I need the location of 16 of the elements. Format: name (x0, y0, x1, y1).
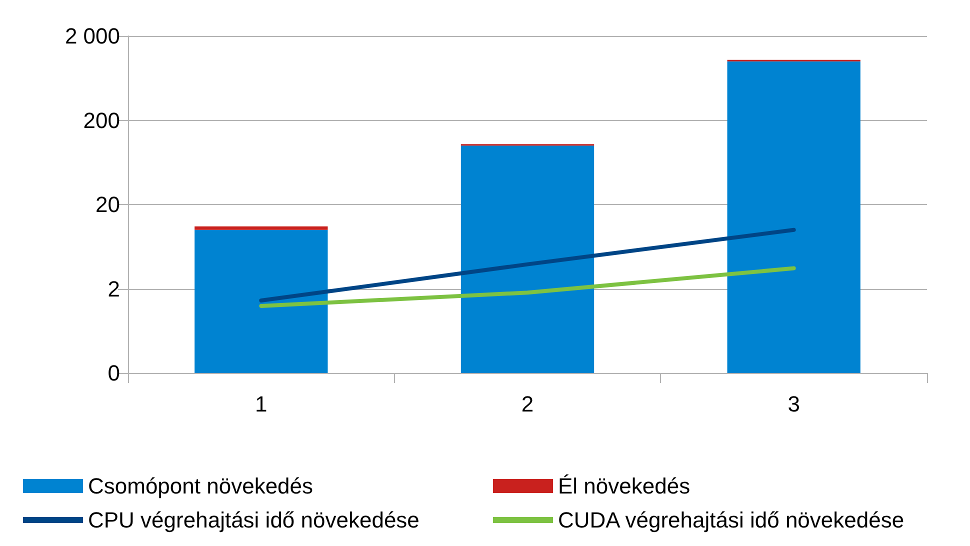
legend-label: CUDA végrehajtási idő növekedése (558, 508, 904, 532)
x-tick-label: 3 (788, 392, 800, 416)
y-tick-label: 2 000 (64, 24, 120, 48)
y-tick-label: 200 (83, 108, 120, 133)
bar (460, 146, 594, 373)
bar (194, 230, 328, 373)
y-tick-label: 0 (108, 360, 120, 386)
y-tick-label: 20 (96, 192, 120, 217)
legend-label: CPU végrehajtási idő növekedése (88, 508, 420, 532)
x-tick-label: 2 (521, 392, 534, 416)
legend-label: Él növekedés (558, 474, 690, 498)
bar (194, 226, 328, 230)
x-tick-label: 1 (255, 392, 268, 416)
bar (727, 61, 860, 373)
y-tick-label: 2 (108, 276, 120, 302)
legend-label: Csomópont növekedés (88, 474, 314, 498)
